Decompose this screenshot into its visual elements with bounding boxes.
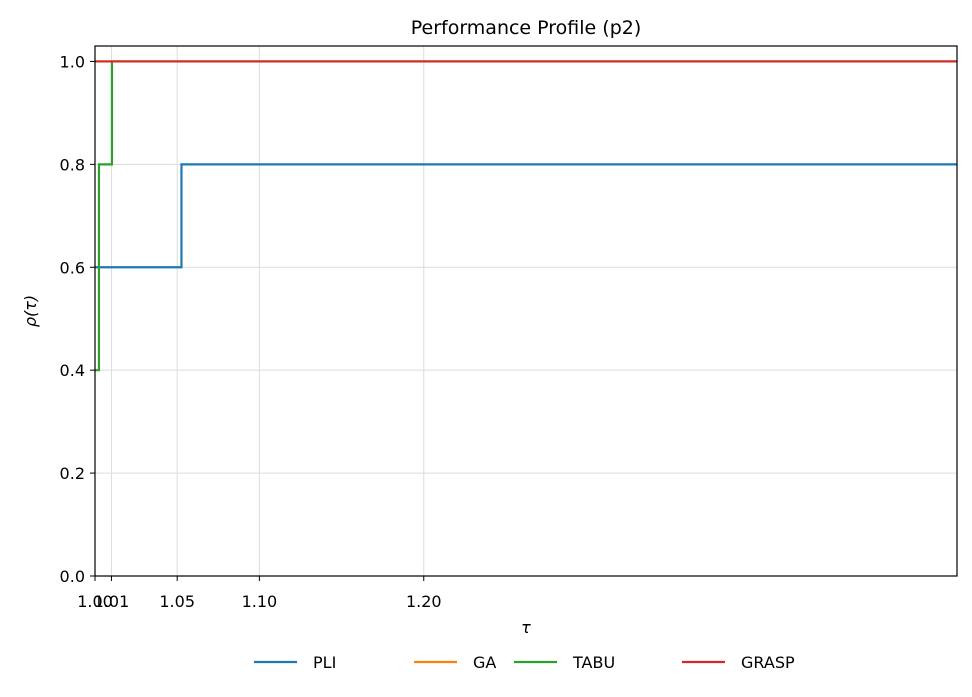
x-axis-label: τ	[521, 618, 531, 637]
legend: PLI GA TABU GRASP	[254, 653, 795, 672]
legend-label-ga: GA	[473, 653, 496, 672]
legend-label-tabu: TABU	[572, 653, 615, 672]
x-tick-label-3: 1.10	[242, 592, 278, 611]
x-tick-label-4: 1.20	[406, 592, 442, 611]
x-tick-label-2: 1.05	[159, 592, 195, 611]
y-tick-label-0: 0.0	[60, 567, 85, 586]
plot-area-frame	[94, 45, 958, 577]
legend-label-grasp: GRASP	[741, 653, 795, 672]
y-tick-label-2: 0.4	[60, 361, 85, 380]
x-tick-label-0: 1.00	[77, 592, 113, 611]
y-tick-label-5: 1.0	[60, 52, 85, 71]
x-tick-label-1: 1.01	[94, 592, 130, 611]
x-axis-ticks: 1.001.01 1.05 1.10 1.20	[77, 576, 442, 611]
y-tick-label-3: 0.6	[60, 258, 85, 277]
y-tick-label-4: 0.8	[60, 155, 85, 174]
series-line-pli	[95, 163, 957, 269]
series-line-tabu	[95, 60, 957, 372]
chart-title: Performance Profile (p2)	[411, 17, 642, 39]
y-tick-label-1: 0.2	[60, 464, 85, 483]
series-lines	[95, 60, 957, 372]
y-axis-ticks: 0.0 0.2 0.4 0.6 0.8 1.0	[60, 52, 95, 586]
grid	[94, 46, 957, 577]
y-axis-label: ρ(τ)	[21, 295, 40, 327]
legend-label-pli: PLI	[313, 653, 336, 672]
